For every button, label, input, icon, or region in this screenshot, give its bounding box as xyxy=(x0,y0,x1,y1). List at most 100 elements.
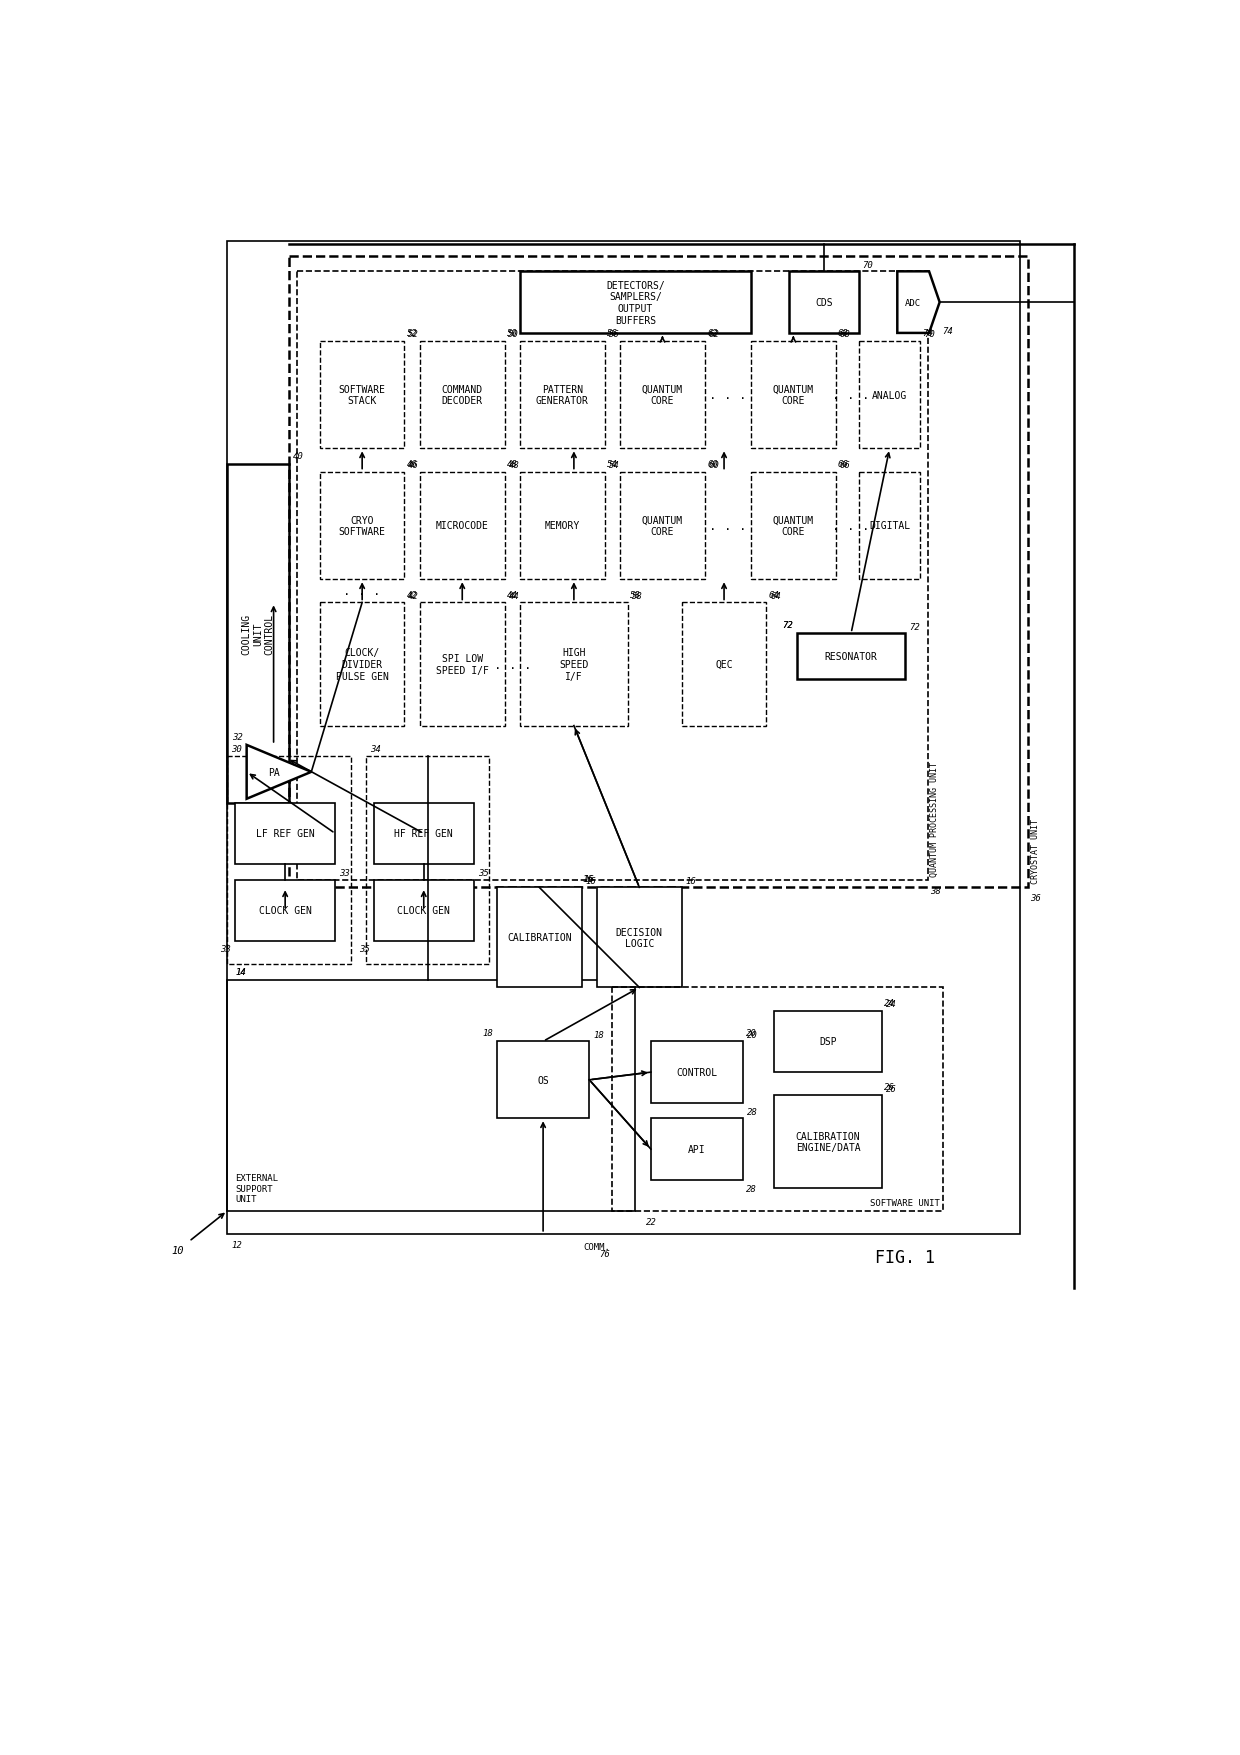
Text: COMM.: COMM. xyxy=(584,1243,610,1251)
Text: MICROCODE: MICROCODE xyxy=(435,521,489,532)
Text: 62: 62 xyxy=(707,328,718,337)
FancyBboxPatch shape xyxy=(236,804,335,865)
Text: 38: 38 xyxy=(930,886,941,895)
FancyBboxPatch shape xyxy=(420,604,505,727)
Text: 60: 60 xyxy=(708,462,719,470)
Text: 24: 24 xyxy=(885,1000,897,1009)
Text: 74: 74 xyxy=(942,326,952,335)
Text: 42: 42 xyxy=(407,590,418,598)
Text: CALIBRATION
ENGINE/DATA: CALIBRATION ENGINE/DATA xyxy=(796,1130,861,1153)
FancyBboxPatch shape xyxy=(320,604,404,727)
Text: PA: PA xyxy=(268,767,279,777)
Text: QEC: QEC xyxy=(715,660,733,670)
Text: 68: 68 xyxy=(838,328,848,337)
FancyBboxPatch shape xyxy=(420,342,505,449)
Text: 66: 66 xyxy=(838,460,848,469)
FancyBboxPatch shape xyxy=(620,472,704,579)
Text: HIGH
SPEED
I/F: HIGH SPEED I/F xyxy=(559,648,589,681)
Text: 46: 46 xyxy=(407,460,418,469)
Text: CLOCK GEN: CLOCK GEN xyxy=(259,906,311,916)
Text: OS: OS xyxy=(537,1076,549,1085)
Text: 36: 36 xyxy=(1030,893,1042,904)
Text: 44: 44 xyxy=(507,590,517,598)
Polygon shape xyxy=(898,272,940,333)
Text: SOFTWARE
STACK: SOFTWARE STACK xyxy=(339,384,386,405)
FancyBboxPatch shape xyxy=(859,342,920,449)
Text: 26: 26 xyxy=(884,1083,895,1092)
Text: CLOCK GEN: CLOCK GEN xyxy=(397,906,450,916)
Text: EXTERNAL
SUPPORT
UNIT: EXTERNAL SUPPORT UNIT xyxy=(236,1174,278,1204)
Text: CRYO
SOFTWARE: CRYO SOFTWARE xyxy=(339,516,386,537)
FancyBboxPatch shape xyxy=(774,1095,882,1188)
Text: 20: 20 xyxy=(745,1028,756,1037)
Text: RESONATOR: RESONATOR xyxy=(825,651,878,662)
FancyBboxPatch shape xyxy=(373,804,474,865)
Text: COOLING
UNIT
CONTROL: COOLING UNIT CONTROL xyxy=(242,612,275,655)
Text: FIG. 1: FIG. 1 xyxy=(875,1248,935,1265)
Text: HF REF GEN: HF REF GEN xyxy=(394,828,453,839)
Text: QUANTUM
CORE: QUANTUM CORE xyxy=(773,384,813,405)
Text: 72: 72 xyxy=(909,623,920,632)
FancyBboxPatch shape xyxy=(859,472,920,579)
FancyBboxPatch shape xyxy=(751,342,836,449)
Text: 28: 28 xyxy=(745,1185,756,1193)
Text: 32: 32 xyxy=(232,732,243,742)
Text: ANALOG: ANALOG xyxy=(872,390,908,400)
Text: 62: 62 xyxy=(708,330,719,339)
FancyBboxPatch shape xyxy=(596,888,682,988)
FancyBboxPatch shape xyxy=(620,342,704,449)
Text: COMMAND
DECODER: COMMAND DECODER xyxy=(441,384,482,405)
Text: 72: 72 xyxy=(782,621,794,630)
Text: QUANTUM
CORE: QUANTUM CORE xyxy=(642,384,683,405)
Text: 14: 14 xyxy=(236,967,246,976)
Text: 52: 52 xyxy=(408,330,419,339)
Text: . . .: . . . xyxy=(709,390,746,402)
Text: DSP: DSP xyxy=(820,1037,837,1046)
Text: MEMORY: MEMORY xyxy=(544,521,580,532)
FancyBboxPatch shape xyxy=(497,888,582,988)
Text: 50: 50 xyxy=(508,330,520,339)
FancyBboxPatch shape xyxy=(320,342,404,449)
FancyBboxPatch shape xyxy=(227,465,289,804)
FancyBboxPatch shape xyxy=(497,1042,589,1118)
Text: ADC: ADC xyxy=(905,298,921,307)
Text: . . .: . . . xyxy=(709,519,746,532)
Text: 66: 66 xyxy=(839,462,851,470)
FancyBboxPatch shape xyxy=(320,472,404,579)
Text: 16: 16 xyxy=(584,876,595,885)
FancyBboxPatch shape xyxy=(651,1042,743,1104)
Text: CRYOSTAT UNIT: CRYOSTAT UNIT xyxy=(1030,820,1039,885)
Text: 44: 44 xyxy=(508,591,520,600)
Text: 72: 72 xyxy=(782,621,794,630)
Text: 50: 50 xyxy=(507,328,517,337)
Text: 34: 34 xyxy=(370,744,381,753)
Text: 28: 28 xyxy=(748,1107,758,1116)
Text: 22: 22 xyxy=(646,1218,656,1227)
Text: 10: 10 xyxy=(171,1246,184,1255)
Text: 68: 68 xyxy=(839,330,851,339)
Text: 24: 24 xyxy=(884,999,895,1007)
Text: 20: 20 xyxy=(748,1030,758,1039)
Text: 16: 16 xyxy=(585,876,596,886)
Text: . . .: . . . xyxy=(832,390,869,402)
Text: SPI LOW
SPEED I/F: SPI LOW SPEED I/F xyxy=(435,655,489,676)
Text: 76: 76 xyxy=(599,1250,610,1258)
Text: CALIBRATION: CALIBRATION xyxy=(507,934,572,942)
Text: 64: 64 xyxy=(770,591,781,600)
Text: 54: 54 xyxy=(609,462,619,470)
Text: API: API xyxy=(688,1144,706,1155)
Text: 60: 60 xyxy=(707,460,718,469)
FancyBboxPatch shape xyxy=(520,472,605,579)
Text: 70: 70 xyxy=(863,261,873,270)
Text: 16: 16 xyxy=(583,876,593,885)
Text: 48: 48 xyxy=(507,460,517,469)
Text: 58: 58 xyxy=(630,590,641,598)
FancyBboxPatch shape xyxy=(682,604,766,727)
FancyBboxPatch shape xyxy=(774,1011,882,1072)
Polygon shape xyxy=(247,746,311,799)
Text: DETECTORS/
SAMPLERS/
OUTPUT
BUFFERS: DETECTORS/ SAMPLERS/ OUTPUT BUFFERS xyxy=(606,281,665,325)
Text: 35: 35 xyxy=(360,944,370,953)
Text: QUANTUM PROCESSING UNIT: QUANTUM PROCESSING UNIT xyxy=(930,762,940,876)
FancyBboxPatch shape xyxy=(790,272,859,333)
Text: 52: 52 xyxy=(407,328,418,337)
